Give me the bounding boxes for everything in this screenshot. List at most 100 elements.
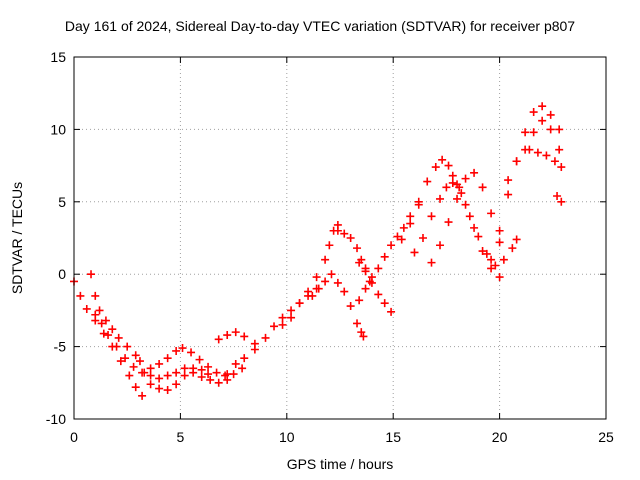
data-point	[504, 190, 513, 199]
data-point	[104, 331, 113, 340]
data-point	[448, 178, 457, 187]
x-tick-label: 0	[70, 429, 78, 445]
series-sat-t	[553, 192, 566, 206]
data-point	[91, 310, 100, 319]
data-point	[423, 177, 432, 186]
data-point	[487, 209, 496, 218]
data-point	[529, 108, 538, 117]
data-point	[333, 278, 342, 287]
data-point	[346, 302, 355, 311]
data-point	[474, 232, 483, 241]
data-point	[278, 320, 287, 329]
data-point	[359, 332, 368, 341]
data-point	[533, 148, 542, 157]
data-point	[223, 370, 232, 379]
data-point	[321, 277, 330, 286]
data-point	[427, 258, 436, 267]
data-point	[163, 371, 172, 380]
data-point	[155, 359, 164, 368]
data-point	[146, 380, 155, 389]
series-sat-n	[410, 178, 464, 257]
data-point	[542, 151, 551, 160]
data-point	[478, 247, 487, 256]
data-point	[374, 264, 383, 273]
data-point	[399, 223, 408, 232]
data-point	[180, 371, 189, 380]
data-point	[340, 287, 349, 296]
data-point	[448, 171, 457, 180]
data-point	[525, 145, 534, 154]
data-point	[550, 157, 559, 166]
data-point	[197, 365, 206, 374]
data-point	[521, 128, 530, 137]
data-point	[361, 284, 370, 293]
data-point	[470, 168, 479, 177]
data-point	[123, 342, 132, 351]
data-point	[295, 299, 304, 308]
data-point	[189, 364, 198, 373]
data-point	[418, 234, 427, 242]
y-tick-label: 15	[50, 49, 66, 65]
data-point	[82, 304, 91, 313]
data-point	[436, 241, 445, 250]
data-point	[76, 291, 85, 300]
data-point	[99, 329, 108, 338]
data-point	[436, 194, 445, 203]
data-point	[304, 287, 313, 296]
data-point	[438, 155, 447, 164]
data-point	[457, 189, 466, 198]
series-sat-q	[487, 102, 564, 264]
data-point	[163, 386, 172, 395]
data-point	[546, 125, 555, 134]
data-point	[146, 371, 155, 380]
data-point	[495, 226, 504, 235]
series-sat-g	[214, 328, 259, 348]
plot-border	[73, 56, 607, 420]
data-point	[495, 273, 504, 282]
data-point	[135, 357, 144, 366]
x-axis-label: GPS time / hours	[286, 456, 394, 472]
data-point	[427, 212, 436, 221]
chart-title: Day 161 of 2024, Sidereal Day-to-day VTE…	[64, 18, 576, 34]
y-tick-label: 5	[58, 194, 66, 210]
data-point	[261, 333, 270, 342]
data-point	[495, 238, 504, 247]
data-point	[482, 249, 491, 258]
data-point	[327, 270, 336, 279]
data-point	[287, 306, 296, 315]
data-point	[478, 183, 487, 192]
data-point	[146, 364, 155, 373]
data-point	[240, 354, 249, 363]
data-point	[355, 258, 364, 267]
y-tick-label: -5	[54, 339, 67, 355]
series-sat-u	[357, 328, 368, 341]
series-sat-e	[146, 364, 213, 395]
data-point	[125, 371, 134, 380]
data-point	[512, 235, 521, 244]
data-point	[555, 125, 564, 134]
y-tick-label: -10	[46, 411, 66, 427]
data-point	[557, 163, 566, 172]
data-point	[512, 157, 521, 166]
data-point	[555, 145, 564, 154]
data-point	[553, 192, 562, 201]
data-point	[406, 219, 415, 228]
data-point	[374, 290, 383, 299]
data-point	[504, 176, 513, 185]
data-point	[129, 362, 138, 371]
data-point	[346, 234, 355, 242]
data-point	[406, 212, 415, 221]
data-point	[487, 264, 496, 273]
series-sat-h	[278, 220, 342, 329]
data-point	[321, 255, 330, 264]
data-point	[131, 383, 140, 392]
data-point	[172, 368, 181, 377]
data-point	[312, 273, 321, 282]
data-point	[546, 110, 555, 119]
data-point	[444, 161, 453, 170]
series-sat-r	[504, 116, 564, 185]
data-point	[121, 354, 130, 363]
data-point	[223, 331, 232, 340]
data-point	[461, 174, 470, 183]
